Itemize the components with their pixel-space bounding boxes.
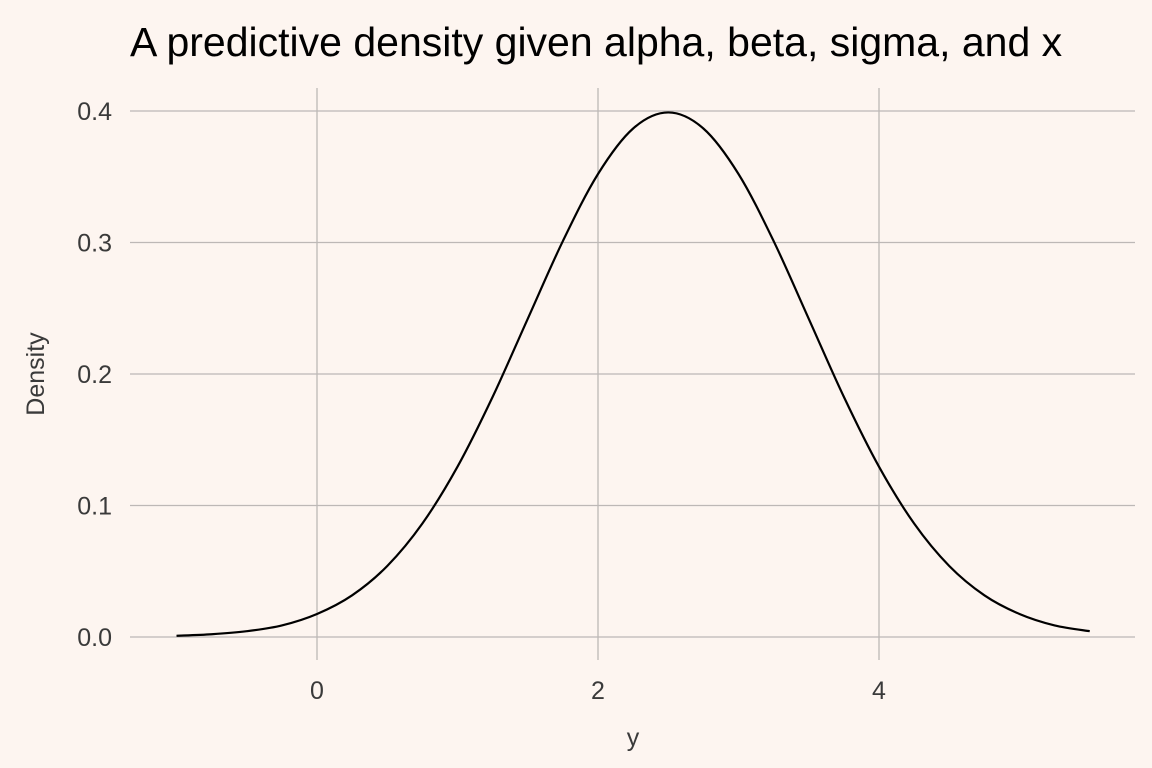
y-tick-label: 0.1 xyxy=(77,493,112,521)
y-axis-label: Density xyxy=(22,332,50,416)
x-tick-label: 2 xyxy=(591,677,605,705)
chart-title: A predictive density given alpha, beta, … xyxy=(130,19,1063,65)
series-layer xyxy=(176,111,1090,637)
y-tick-label: 0.0 xyxy=(77,624,112,652)
x-tick-label: 4 xyxy=(872,677,886,705)
y-tick-label: 0.3 xyxy=(77,230,112,258)
x-axis-ticks: 0 2 4 xyxy=(310,677,886,705)
y-axis-ticks: 0.0 0.1 0.2 0.3 0.4 xyxy=(77,98,112,652)
density-curve xyxy=(176,111,1090,637)
x-axis-label: y xyxy=(627,724,640,752)
y-tick-label: 0.2 xyxy=(77,361,112,389)
y-tick-label: 0.4 xyxy=(77,98,112,126)
grid xyxy=(130,88,1135,660)
x-tick-label: 0 xyxy=(310,677,324,705)
